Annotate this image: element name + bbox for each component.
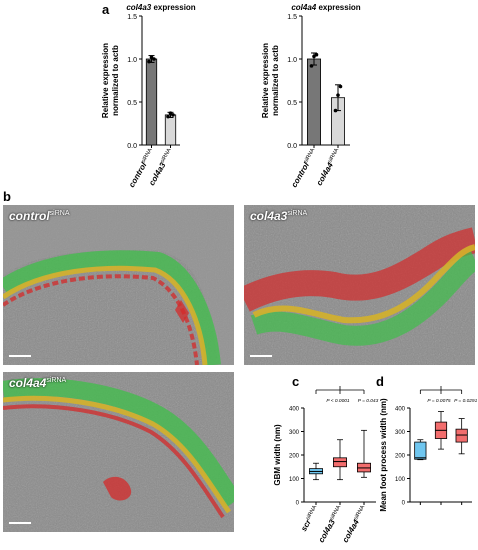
y-axis-label: Relative expressionnormalized to actb	[261, 43, 280, 118]
em-label-col4a4: col4a4siRNA	[9, 376, 67, 390]
p-value-label: P = 0.043	[358, 398, 379, 404]
y-tick-label: 0.5	[287, 100, 297, 107]
y-tick-label: 200	[289, 454, 300, 460]
y-axis-label: GBM width (nm)	[273, 424, 282, 486]
x-tick-label: col4a4siRNA	[341, 504, 369, 544]
data-point	[152, 57, 156, 61]
y-tick-label: 1.5	[287, 14, 297, 21]
y-tick-label: 100	[289, 477, 300, 483]
panel-letter-a: a	[102, 2, 110, 17]
p-value-label: P < 0.0001	[326, 398, 349, 404]
panel-letter-d: d	[376, 374, 384, 389]
bar	[307, 58, 322, 146]
gbm-width-boxplot: GBM width (nm) 0 100 200 300 400 scrsiRNA col4a…	[273, 386, 379, 544]
scale-bar	[9, 522, 31, 524]
data-point	[336, 93, 340, 97]
em-micrograph	[3, 372, 234, 532]
p-value-label: P = 0.0075	[427, 398, 450, 404]
em-label-col4a3: col4a3siRNA	[250, 209, 308, 223]
em-image-col4a4: col4a4siRNA	[3, 372, 234, 532]
data-point	[171, 113, 175, 117]
col4a4-expression-chart: col4a4 expression Relative expressionnorm…	[261, 3, 361, 189]
x-tick-label: col4a4siRNA	[315, 147, 343, 187]
y-tick-label: 300	[395, 430, 406, 436]
y-tick-label: 0	[296, 501, 300, 507]
chart-title-col4a4: col4a4 expression	[291, 3, 360, 12]
data-point	[333, 108, 338, 113]
y-tick-label: 400	[395, 407, 406, 413]
em-image-col4a3: col4a3siRNA	[244, 205, 475, 365]
y-axis-label: Mean foot process width (nm)	[379, 398, 388, 512]
chart-title-col4a3: col4a3 expression	[126, 3, 195, 12]
endothelium-overlay	[244, 227, 475, 312]
scale-bar	[250, 355, 272, 357]
panel-letter-b: b	[3, 189, 11, 204]
box	[455, 428, 468, 443]
data-point	[338, 84, 343, 89]
y-tick-label: 300	[289, 430, 300, 436]
data-point	[314, 52, 319, 57]
em-micrograph	[244, 205, 475, 365]
gbm-overlay	[3, 395, 232, 514]
y-tick-label: 100	[395, 477, 406, 483]
box	[333, 457, 348, 468]
col4a3-expression-chart: col4a3 expression Relative expressionnorm…	[101, 3, 196, 189]
bar	[164, 114, 177, 146]
scale-bar	[9, 355, 31, 357]
foot-process-overlay	[250, 250, 475, 346]
panel-letter-c: c	[292, 374, 300, 389]
endothelium-overlay	[3, 274, 199, 365]
endothelium-overlay	[3, 404, 225, 519]
y-tick-label: 1.0	[127, 57, 137, 64]
em-image-control: controlsiRNA	[3, 205, 234, 365]
data-point	[166, 114, 170, 119]
y-tick-label: 1.0	[287, 57, 297, 64]
x-tick-label: scrsiRNA	[299, 504, 321, 533]
y-tick-label: 0.0	[127, 143, 137, 150]
y-tick-label: 200	[395, 454, 406, 460]
data-point	[147, 59, 151, 64]
y-tick-label: 0.0	[287, 143, 297, 150]
foot-process-overlay	[3, 250, 221, 365]
y-tick-label: 0	[402, 501, 406, 507]
em-label-control: controlsiRNA	[9, 209, 70, 223]
data-point	[309, 64, 314, 68]
box	[414, 441, 427, 460]
foot-process-width-boxplot: Mean foot process width (nm) 0 100 200 300 40…	[379, 386, 478, 512]
y-tick-label: 400	[289, 407, 300, 413]
foot-process-overlay	[3, 378, 234, 508]
y-axis-label: Relative expressionnormalized to actb	[101, 43, 120, 118]
bar	[145, 58, 158, 146]
p-value-label: P = 0.0291	[454, 398, 477, 404]
em-micrograph	[3, 205, 234, 365]
y-tick-label: 0.5	[127, 100, 137, 107]
gbm-overlay	[3, 265, 208, 365]
y-tick-label: 1.5	[127, 14, 137, 21]
gbm-overlay	[252, 244, 475, 324]
